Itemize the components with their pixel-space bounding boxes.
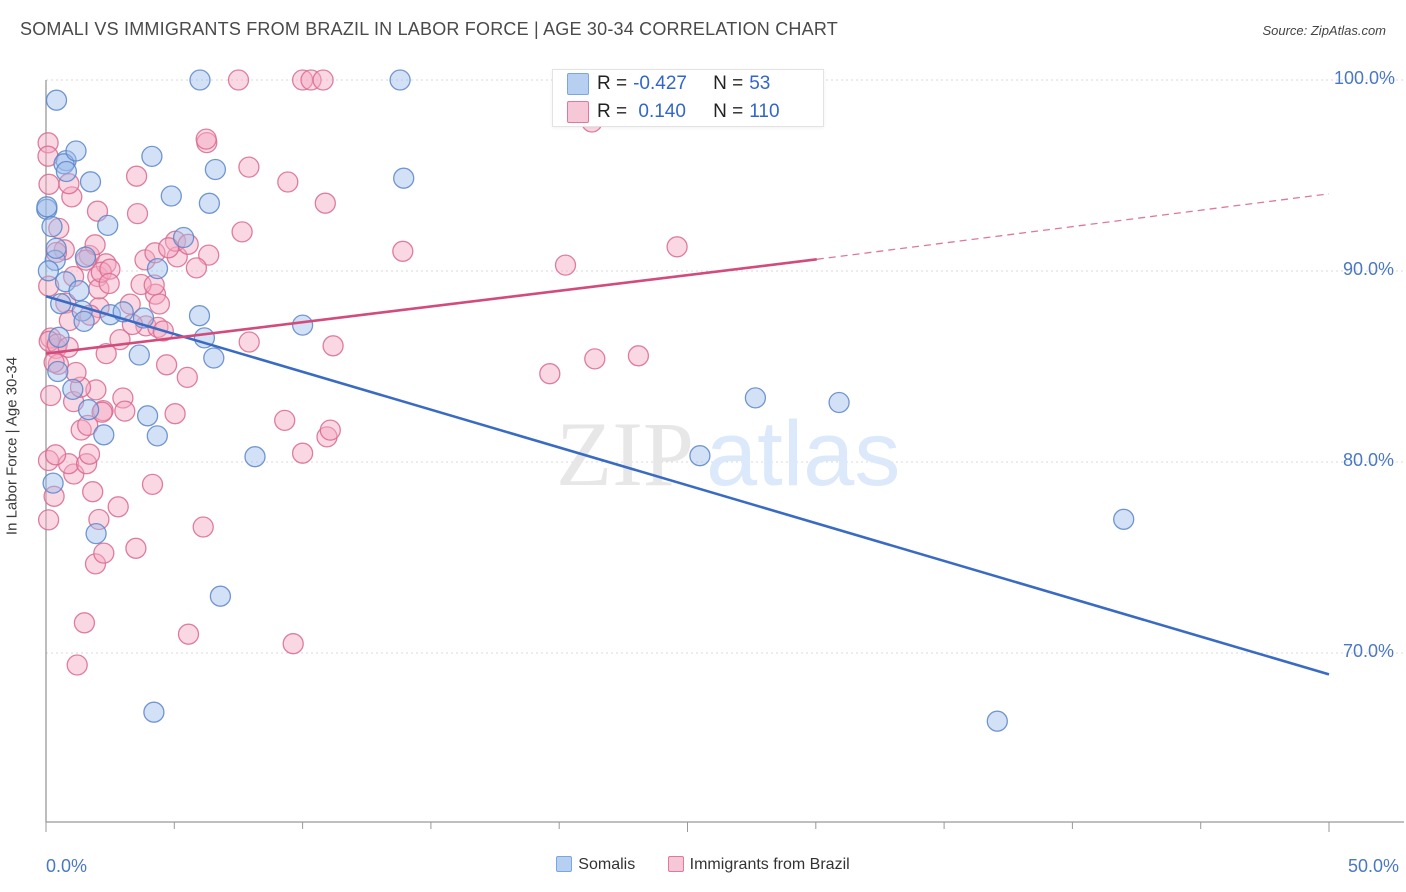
svg-text:ZIP: ZIP [556,403,694,505]
svg-text:atlas: atlas [706,403,900,505]
